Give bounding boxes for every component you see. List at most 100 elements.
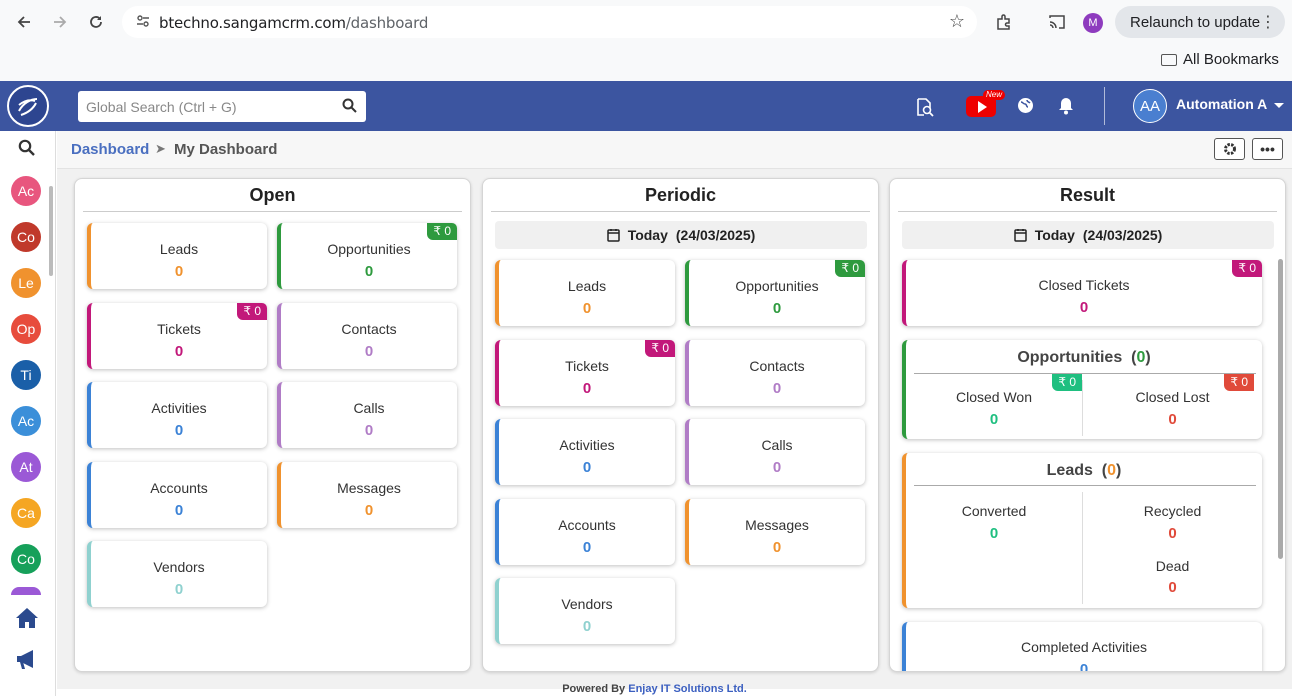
profile-avatar[interactable]: M: [1083, 13, 1103, 33]
youtube-icon[interactable]: [966, 96, 996, 117]
periodic-vendors-card[interactable]: Vendors 0: [495, 578, 675, 644]
divider: [1082, 380, 1083, 436]
global-search-input[interactable]: [78, 91, 328, 122]
periodic-leads-label: Leads: [567, 278, 607, 294]
home-icon[interactable]: [15, 607, 39, 634]
user-menu[interactable]: Automation A: [1176, 96, 1284, 112]
relaunch-button[interactable]: Relaunch to update ⋮: [1115, 6, 1285, 38]
megaphone-icon[interactable]: [15, 648, 39, 675]
closed-lost-cell[interactable]: ₹ 0 Closed Lost 0: [1083, 374, 1262, 436]
converted-label: Converted: [961, 503, 1027, 519]
open-contacts-value: 0: [364, 342, 374, 360]
url-text: btechno.sangamcrm.com/dashboard: [159, 14, 429, 32]
open-accounts-label: Accounts: [150, 479, 208, 496]
globe-icon[interactable]: [1017, 97, 1034, 119]
sidebar-item-ca[interactable]: Ca: [11, 498, 41, 528]
completed-activities-card[interactable]: Completed Activities 0: [902, 622, 1262, 672]
result-scrollbar[interactable]: [1278, 259, 1283, 559]
more-options-button[interactable]: •••: [1252, 138, 1283, 160]
periodic-leads-card[interactable]: Leads 0: [495, 260, 675, 326]
sidebar-item-ac[interactable]: Ac: [11, 406, 41, 436]
result-date-value: (24/03/2025): [1082, 227, 1163, 243]
gear-icon: [1223, 143, 1236, 155]
reload-icon[interactable]: [84, 10, 108, 34]
open-contacts-card[interactable]: Contacts 0: [277, 302, 457, 369]
dead-value[interactable]: 0: [1168, 579, 1177, 596]
advanced-search-icon[interactable]: [915, 97, 935, 122]
user-avatar[interactable]: AA: [1133, 89, 1167, 123]
closed-won-label: Closed Won: [955, 389, 1032, 405]
open-opportunities-amount-badge: ₹ 0: [427, 223, 457, 240]
periodic-panel: Periodic Today (24/03/2025) Leads 0 Opport…: [482, 178, 879, 672]
open-vendors-card[interactable]: Vendors 0: [87, 541, 267, 607]
open-calls-card[interactable]: Calls 0: [277, 382, 457, 448]
periodic-contacts-value: 0: [772, 379, 782, 397]
open-tickets-card[interactable]: Tickets 0 ₹ 0: [87, 302, 267, 369]
ellipsis-icon: •••: [1260, 141, 1275, 157]
completed-activities-value: 0: [1079, 661, 1089, 672]
sidebar-item-le[interactable]: Le: [11, 268, 41, 298]
search-icon[interactable]: [342, 98, 357, 118]
app-logo[interactable]: [7, 85, 49, 127]
converted-value[interactable]: 0: [989, 525, 999, 542]
periodic-accounts-card[interactable]: Accounts 0: [495, 498, 675, 565]
settings-button[interactable]: [1214, 138, 1245, 160]
periodic-tickets-card[interactable]: Tickets 0 ₹ 0: [495, 339, 675, 406]
open-messages-card[interactable]: Messages 0: [277, 461, 457, 528]
breadcrumb-dashboard-link[interactable]: Dashboard: [71, 141, 150, 158]
open-vendors-value: 0: [174, 581, 184, 598]
recycled-value[interactable]: 0: [1168, 525, 1177, 542]
periodic-messages-card[interactable]: Messages 0: [685, 498, 865, 565]
open-accounts-card[interactable]: Accounts 0: [87, 461, 267, 528]
sidebar-item-ac[interactable]: Ac: [11, 176, 41, 206]
result-leads-heading: Leads (0): [1046, 462, 1122, 479]
closed-tickets-card[interactable]: Closed Tickets 0 ₹ 0: [902, 260, 1262, 326]
result-panel-title: Result: [898, 184, 1277, 212]
bookmark-star-icon[interactable]: ☆: [948, 11, 965, 31]
periodic-activities-card[interactable]: Activities 0: [495, 419, 675, 485]
site-settings-icon[interactable]: [136, 14, 150, 31]
more-menu-icon[interactable]: ⋮: [1260, 14, 1276, 31]
browser-chrome: btechno.sangamcrm.com/dashboard ☆ M Rela…: [0, 0, 1292, 81]
open-opportunities-card[interactable]: Opportunities 0 ₹ 0: [277, 223, 457, 289]
caret-down-icon: [1273, 102, 1284, 108]
address-bar[interactable]: btechno.sangamcrm.com/dashboard ☆: [122, 6, 977, 38]
periodic-calls-card[interactable]: Calls 0: [685, 419, 865, 485]
global-search[interactable]: [78, 91, 366, 122]
sidebar-item-co[interactable]: Co: [11, 544, 41, 574]
cast-icon[interactable]: [1045, 10, 1069, 34]
sidebar-item-partial[interactable]: [11, 587, 41, 595]
all-bookmarks-button[interactable]: All Bookmarks: [1161, 51, 1279, 68]
periodic-contacts-label: Contacts: [749, 357, 805, 374]
sidebar-scrollbar[interactable]: [49, 186, 53, 276]
sidebar-item-at[interactable]: At: [11, 452, 41, 482]
closed-won-cell[interactable]: ₹ 0 Closed Won 0: [906, 374, 1082, 436]
app-header: New AA Automation A: [0, 81, 1292, 131]
folder-icon: [1161, 53, 1177, 66]
periodic-contacts-card[interactable]: Contacts 0: [685, 339, 865, 406]
periodic-date-filter[interactable]: Today (24/03/2025): [495, 221, 867, 249]
forward-icon[interactable]: [48, 10, 72, 34]
back-icon[interactable]: [12, 10, 36, 34]
footer-company-link[interactable]: Enjay IT Solutions Ltd.: [628, 683, 747, 695]
bell-icon[interactable]: [1058, 97, 1074, 120]
new-badge: New: [983, 90, 1006, 100]
sidebar-item-op[interactable]: Op: [11, 314, 41, 344]
sidebar-item-ti[interactable]: Ti: [11, 360, 41, 390]
calendar-icon: [1013, 229, 1027, 242]
periodic-leads-value: 0: [582, 300, 592, 317]
closed-won-value: 0: [989, 411, 999, 428]
result-leads-card: Leads (0) Converted 0 Recycled 0 Dead 0: [902, 453, 1262, 608]
extensions-icon[interactable]: [992, 10, 1016, 34]
periodic-opportunities-card[interactable]: Opportunities 0 ₹ 0: [685, 260, 865, 326]
open-leads-card[interactable]: Leads 0: [87, 223, 267, 289]
sidebar-item-co[interactable]: Co: [11, 222, 41, 252]
sidebar-search-icon[interactable]: [18, 139, 35, 161]
dead-label: Dead: [1155, 558, 1190, 574]
open-activities-card[interactable]: Activities 0: [87, 382, 267, 448]
open-opportunities-label: Opportunities: [327, 241, 411, 257]
closed-tickets-amount-badge: ₹ 0: [1232, 260, 1262, 277]
open-contacts-label: Contacts: [341, 320, 397, 337]
result-date-filter[interactable]: Today (24/03/2025): [902, 221, 1274, 249]
